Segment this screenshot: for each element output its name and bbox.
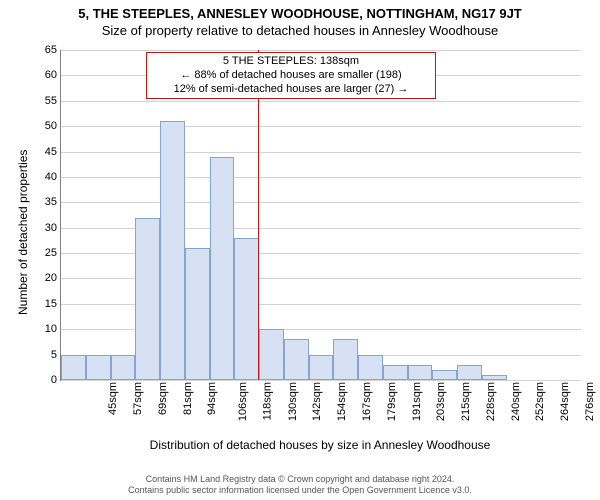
y-tick-label: 0 [51, 374, 61, 386]
histogram-bar [383, 365, 408, 380]
gridline [61, 50, 581, 51]
gridline [61, 177, 581, 178]
y-tick-label: 45 [45, 146, 61, 158]
histogram-bar [408, 365, 433, 380]
gridline [61, 152, 581, 153]
x-tick-label: 203sqm [433, 380, 447, 421]
page-subtitle: Size of property relative to detached ho… [0, 21, 600, 38]
y-tick-label: 60 [45, 69, 61, 81]
x-tick-label: 276sqm [582, 380, 596, 421]
x-tick-label: 118sqm [259, 380, 273, 420]
x-tick-label: 69sqm [155, 380, 169, 415]
histogram-bar [432, 370, 457, 380]
histogram-bar [358, 355, 383, 380]
y-axis-label: Number of detached properties [16, 150, 30, 315]
x-tick-label: 191sqm [409, 380, 423, 421]
annotation-line: 5 THE STEEPLES: 138sqm [153, 55, 429, 69]
x-tick-label: 45sqm [105, 380, 119, 415]
y-tick-label: 65 [45, 44, 61, 56]
histogram-bar [309, 355, 334, 380]
x-tick-label: 142sqm [310, 380, 324, 421]
histogram-bar [234, 238, 259, 380]
attribution-line: Contains HM Land Registry data © Crown c… [0, 474, 600, 485]
histogram-bar [135, 218, 160, 380]
property-marker-line [258, 50, 259, 380]
annotation-line: ← 88% of detached houses are smaller (19… [153, 69, 429, 83]
gridline [61, 126, 581, 127]
y-tick-label: 35 [45, 196, 61, 208]
histogram-bar [284, 339, 309, 380]
chart-plot-area: 0510152025303540455055606545sqm57sqm69sq… [60, 50, 581, 381]
gridline [61, 101, 581, 102]
y-tick-label: 25 [45, 247, 61, 259]
x-tick-label: 228sqm [483, 380, 497, 421]
x-tick-label: 179sqm [384, 380, 398, 421]
gridline [61, 202, 581, 203]
x-tick-label: 252sqm [532, 380, 546, 421]
y-tick-label: 20 [45, 272, 61, 284]
y-tick-label: 5 [51, 349, 61, 361]
x-tick-label: 154sqm [334, 380, 348, 421]
y-tick-label: 50 [45, 120, 61, 132]
x-tick-label: 240sqm [508, 380, 522, 421]
x-tick-label: 167sqm [359, 380, 373, 421]
annotation-box: 5 THE STEEPLES: 138sqm ← 88% of detached… [146, 52, 436, 99]
histogram-bar [160, 121, 185, 380]
histogram-bar [210, 157, 235, 380]
x-tick-label: 94sqm [204, 380, 218, 415]
x-axis-label: Distribution of detached houses by size … [60, 438, 580, 452]
x-tick-label: 215sqm [458, 380, 472, 421]
y-tick-label: 55 [45, 95, 61, 107]
histogram-bar [185, 248, 210, 380]
x-tick-label: 57sqm [130, 380, 144, 415]
histogram-bar [61, 355, 86, 380]
page-title: 5, THE STEEPLES, ANNESLEY WOODHOUSE, NOT… [0, 0, 600, 21]
y-tick-label: 30 [45, 222, 61, 234]
histogram-bar [333, 339, 358, 380]
x-tick-label: 81sqm [180, 380, 194, 415]
histogram-bar [86, 355, 111, 380]
x-tick-label: 106sqm [235, 380, 249, 421]
attribution-line: Contains public sector information licen… [0, 485, 600, 496]
x-tick-label: 264sqm [557, 380, 571, 421]
y-tick-label: 40 [45, 171, 61, 183]
y-tick-label: 15 [45, 298, 61, 310]
attribution: Contains HM Land Registry data © Crown c… [0, 474, 600, 496]
histogram-bar [111, 355, 136, 380]
histogram-bar [457, 365, 482, 380]
x-tick-label: 130sqm [285, 380, 299, 421]
annotation-line: 12% of semi-detached houses are larger (… [153, 83, 429, 97]
histogram-bar [259, 329, 284, 380]
y-tick-label: 10 [45, 323, 61, 335]
